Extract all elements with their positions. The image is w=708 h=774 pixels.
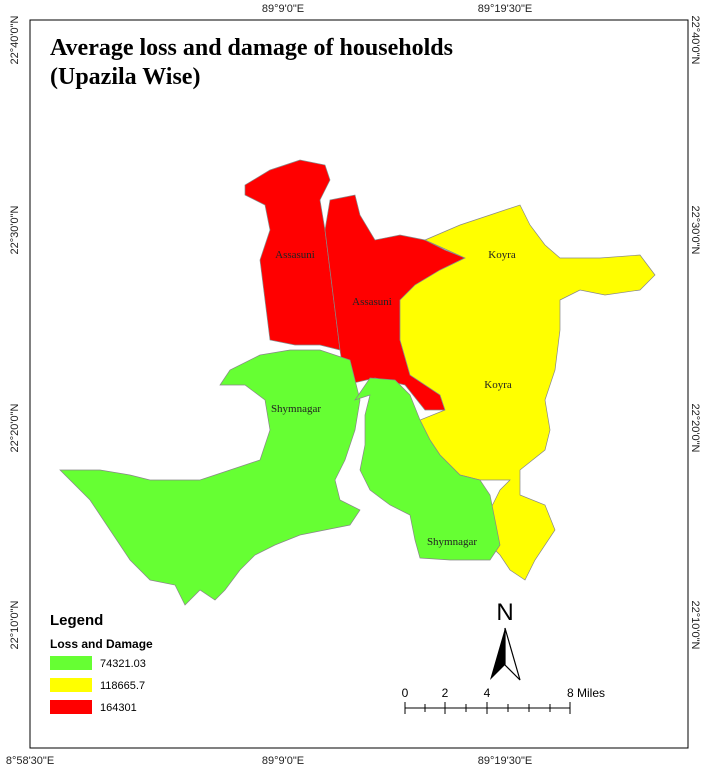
legend-label: 118665.7 [100,680,145,692]
legend-title: Legend [50,612,103,629]
legend-swatch [50,678,92,692]
scale-label: 0 [402,686,409,700]
map-frame [29,19,689,749]
region-label: Shymnagar [427,536,477,548]
longitude-label: 89°19'30"E [478,755,532,767]
map-title: Average loss and damage of households [50,35,453,61]
region-label: Koyra [488,249,516,261]
north-label: N [496,599,513,626]
scale-bar: 0 2 4 8 Miles [402,686,605,714]
latitude-label: 22°30'0"N [9,205,21,254]
region-label: Shymnagar [271,403,321,415]
north-arrow: N [490,599,521,681]
latitude-label: 22°40'0"N [689,16,701,65]
legend-label: 164301 [100,702,137,714]
latitude-label: 22°40'0"N [9,15,21,64]
longitude-label: 89°9'0"E [262,755,304,767]
region-shymnagar-west [59,349,361,606]
latitude-label: 22°10'0"N [9,600,21,649]
scale-label: 2 [442,686,449,700]
legend-swatch [50,700,92,714]
region-label: Assasuni [275,249,315,261]
legend-swatch [50,656,92,670]
longitude-label: 8°58'30"E [6,755,54,767]
latitude-label: 22°30'0"N [689,206,701,255]
map-title: (Upazila Wise) [50,64,200,90]
region-label: Assasuni [352,296,392,308]
region-koyra [399,204,656,581]
legend-subtitle: Loss and Damage [50,637,153,651]
longitude-label: 89°19'30"E [478,3,532,15]
region-label: Koyra [484,379,512,391]
longitude-label: 89°9'0"E [262,3,304,15]
latitude-label: 22°20'0"N [689,404,701,453]
legend-label: 74321.03 [100,658,146,670]
scale-label: 8 Miles [567,686,605,700]
legend: 74321.03 118665.7 164301 [50,656,146,714]
latitude-label: 22°10'0"N [689,601,701,650]
latitude-label: 22°20'0"N [9,403,21,452]
scale-label: 4 [484,686,491,700]
region-shymnagar-east [354,377,501,561]
